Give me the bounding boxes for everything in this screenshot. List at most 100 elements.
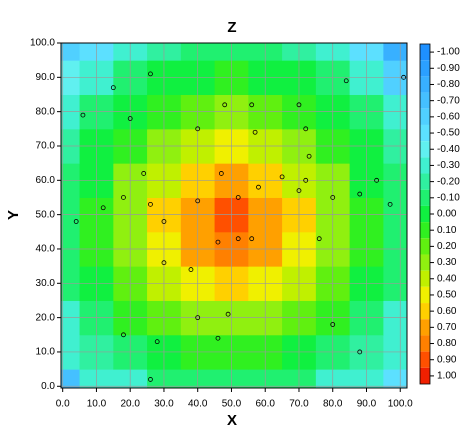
y-tick-label: 50.0 [36,209,56,220]
colorbar-swatch [420,141,430,158]
x-tick-label: 60.0 [255,399,275,410]
colorbar-swatch [420,76,430,93]
sample-point [306,153,312,159]
colorbar-label: -1.00 [437,47,460,58]
colorbar-swatch [420,254,430,271]
colorbar-swatch [420,351,430,368]
contour-cell [61,43,81,61]
sample-point [303,126,309,132]
x-tick-label: 50.0 [222,399,242,410]
sample-point [154,339,160,345]
sample-point [195,126,201,132]
sample-point [148,201,153,207]
sample-point [252,129,258,135]
x-tick-label: 10.0 [87,399,107,410]
colorbar-label: 0.10 [437,225,457,236]
contour-cell [383,43,407,61]
sample-point [80,112,86,118]
colorbar-swatch [420,335,430,352]
y-tick-label: 90.0 [36,72,56,83]
sample-point [330,195,336,200]
y-tick-label: 10.0 [36,347,56,358]
sample-point [215,335,221,341]
contour-cell [61,369,81,388]
sample-point [127,116,133,121]
colorbar-swatch [420,157,430,174]
colorbar-swatch [420,173,430,190]
colorbar-label: -0.70 [437,95,460,106]
sample-point [343,78,349,84]
colorbar-swatch [420,189,430,206]
colorbar-label: 0.00 [437,209,457,220]
colorbar-swatch [420,238,430,255]
sample-point [148,71,153,77]
colorbar-label: -0.90 [437,63,460,74]
sample-point [188,267,194,272]
sample-point [121,195,126,200]
sample-point [100,205,106,211]
y-tick-label: 60.0 [36,175,56,186]
x-tick-label: 30.0 [154,399,174,410]
x-axis-label: X [227,412,237,429]
colorbar-label: -0.80 [437,79,460,90]
colorbar-swatch [420,222,430,239]
colorbar-label: -0.30 [437,160,460,171]
colorbar-label: -0.20 [437,176,460,187]
sample-point [357,191,363,197]
colorbar-swatch [420,270,430,287]
x-tick-label: 100.0 [388,399,413,410]
colorbar-label: 0.80 [437,338,457,349]
sample-point [195,315,201,321]
contour-cell [383,369,407,388]
sample-point [73,219,79,224]
colorbar-label: 0.40 [437,273,457,284]
x-tick-label: 0.0 [56,399,70,410]
sample-point [215,239,221,245]
sample-point [161,219,167,224]
x-tick-label: 80.0 [323,399,343,410]
chart-title: Z [227,19,236,36]
colorbar-swatch [420,92,430,109]
colorbar-swatch [420,108,430,125]
y-tick-label: 20.0 [36,312,56,323]
sample-point [357,349,363,355]
x-tick-label: 70.0 [289,399,309,410]
sample-point [225,311,231,317]
colorbar-label: -0.60 [437,111,460,122]
x-tick-label: 90.0 [357,399,377,410]
colorbar-swatch [420,205,430,223]
sample-point [222,102,228,108]
plot-frame [60,42,408,389]
x-tick-label: 40.0 [188,399,208,410]
colorbar-label: 0.20 [437,241,457,252]
sample-point [387,201,393,207]
sample-point [316,236,322,242]
sample-point [303,177,309,183]
sample-point [141,171,147,176]
y-tick-label: 0.0 [41,381,55,392]
colorbar-label: 0.50 [437,290,457,301]
y-tick-label: 100.0 [30,38,55,49]
y-tick-label: 70.0 [36,141,56,152]
sample-point [249,102,255,108]
colorbar-swatch [420,303,430,320]
colorbar-label: -0.10 [437,192,460,203]
sample-point [110,85,116,91]
sample-point [235,195,241,200]
sample-point [296,188,302,194]
colorbar-label: 0.30 [437,257,457,268]
colorbar-label: -0.40 [437,144,460,155]
sample-point [296,102,302,108]
colorbar-frame [419,43,431,385]
sample-point [279,174,285,180]
x-tick-label: 20.0 [120,399,140,410]
sample-point [218,171,224,176]
colorbar-swatch [420,60,430,77]
colorbar-swatch [420,367,430,384]
colorbar-swatch [420,124,430,142]
colorbar-swatch [420,44,430,61]
y-tick-label: 40.0 [36,244,56,255]
sample-point [249,236,255,242]
y-tick-label: 30.0 [36,278,56,289]
